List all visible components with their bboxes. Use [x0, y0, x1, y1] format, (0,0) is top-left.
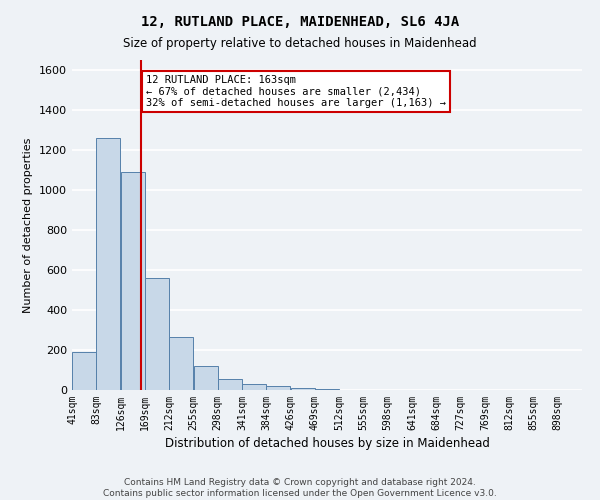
- X-axis label: Distribution of detached houses by size in Maidenhead: Distribution of detached houses by size …: [164, 437, 490, 450]
- Bar: [266, 386, 290, 390]
- Text: 12, RUTLAND PLACE, MAIDENHEAD, SL6 4JA: 12, RUTLAND PLACE, MAIDENHEAD, SL6 4JA: [141, 15, 459, 29]
- Bar: [242, 384, 266, 390]
- Bar: [145, 278, 169, 390]
- Y-axis label: Number of detached properties: Number of detached properties: [23, 138, 34, 312]
- Text: 12 RUTLAND PLACE: 163sqm
← 67% of detached houses are smaller (2,434)
32% of sem: 12 RUTLAND PLACE: 163sqm ← 67% of detach…: [146, 75, 446, 108]
- Text: Size of property relative to detached houses in Maidenhead: Size of property relative to detached ho…: [123, 38, 477, 51]
- Bar: [97, 138, 121, 390]
- Bar: [121, 172, 145, 390]
- Bar: [72, 352, 96, 390]
- Text: Contains HM Land Registry data © Crown copyright and database right 2024.
Contai: Contains HM Land Registry data © Crown c…: [103, 478, 497, 498]
- Bar: [169, 337, 193, 390]
- Bar: [194, 366, 218, 390]
- Bar: [218, 379, 242, 390]
- Bar: [291, 388, 315, 390]
